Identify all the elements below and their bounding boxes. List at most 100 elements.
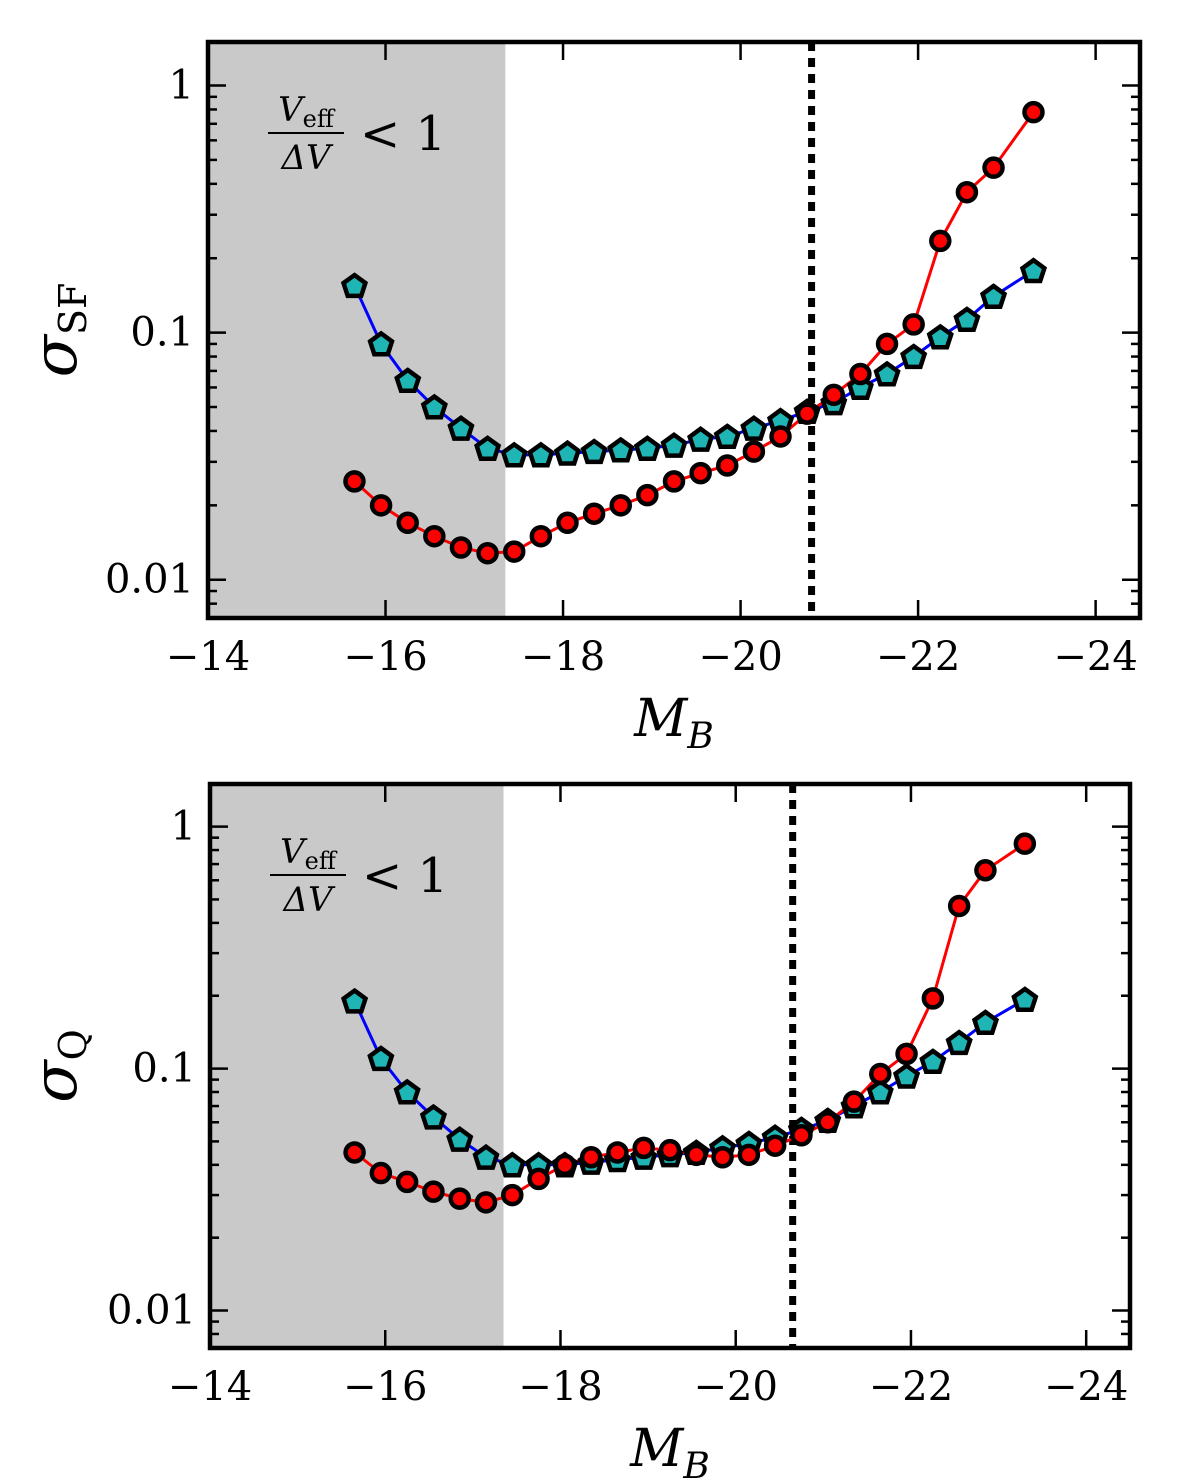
pentagon-point — [873, 360, 901, 387]
circle-point — [763, 1134, 787, 1157]
circle-point — [737, 1143, 761, 1167]
circle-point — [1013, 832, 1037, 855]
pentagon-point — [892, 1062, 921, 1089]
annotation-relation: < 1 — [362, 848, 448, 904]
x-axis: −14 −16 −18 −20 −22 −24 — [168, 784, 1128, 1410]
pentagon-point — [498, 1151, 526, 1178]
pentagon-point — [971, 1009, 1000, 1036]
pentagon-point — [919, 1048, 947, 1075]
pentagon-point — [607, 436, 635, 463]
circle-point — [947, 894, 971, 918]
circle-point — [609, 494, 632, 517]
circle-point — [579, 1145, 603, 1169]
circle-point — [769, 425, 792, 448]
pentagon-point — [553, 439, 582, 466]
pentagon-point — [1011, 986, 1039, 1013]
circle-point — [553, 1153, 577, 1177]
y-tick-label: 0.01 — [105, 557, 194, 603]
x-tick-label: −24 — [1044, 1364, 1128, 1410]
annotation-numerator: Veff — [278, 90, 336, 133]
circle-point — [395, 1170, 419, 1194]
pentagon-point — [687, 426, 715, 452]
circle-point — [685, 1143, 708, 1167]
x-axis: −14 −16 −18 −20 −22 −24 — [166, 42, 1138, 680]
pentagon-point — [866, 1078, 894, 1105]
circle-point — [632, 1136, 655, 1160]
circle-point — [423, 524, 446, 548]
shaded-annotation: Veff ΔV < 1 — [268, 90, 446, 178]
x-axis-label: MB — [633, 689, 714, 757]
y-axis-label-symbol: σ — [18, 1059, 91, 1103]
circle-point — [422, 1180, 445, 1203]
pentagon-point — [945, 1029, 973, 1056]
x-tick-label: −16 — [343, 634, 427, 680]
pentagon-point — [393, 1078, 421, 1105]
circle-point — [822, 383, 846, 407]
y-axis-label-subscript: Q — [51, 1029, 95, 1060]
x-axis-label-subscript: B — [682, 1446, 709, 1482]
x-axis-label-symbol: M — [633, 689, 689, 749]
pentagon-point — [446, 1126, 474, 1152]
pentagon-point — [420, 393, 448, 420]
circle-point — [448, 1187, 471, 1210]
plot-frame — [207, 781, 1133, 1351]
x-axis-label: MB — [629, 1419, 710, 1482]
circle-point — [369, 494, 393, 517]
y-axis-label-symbol: σ — [18, 333, 91, 377]
annotation-denominator: ΔV — [279, 138, 334, 178]
y-tick-label: 0.1 — [130, 310, 194, 356]
x-tick-label: −20 — [698, 634, 782, 680]
circle-point — [982, 156, 1005, 179]
pentagon-point — [394, 367, 422, 394]
circle-point — [742, 440, 766, 463]
shaded-region — [208, 42, 506, 618]
y-axis-label-subscript: SF — [51, 283, 95, 335]
circle-point — [929, 229, 952, 253]
y-axis: 0.01 0.1 1 — [107, 804, 1130, 1350]
circle-point — [711, 1145, 734, 1169]
circle-point — [527, 1167, 550, 1191]
circle-point — [449, 536, 473, 559]
pentagon-point — [527, 441, 555, 468]
pentagon-point — [900, 343, 928, 370]
pentagon-point — [472, 1143, 500, 1170]
y-axis-label: σQ — [18, 1029, 95, 1102]
x-tick-label: −18 — [518, 1364, 602, 1410]
pentagon-point — [447, 415, 475, 441]
circle-point — [875, 332, 899, 356]
pentagon-point — [713, 423, 741, 450]
x-axis-label-subscript: B — [686, 716, 713, 757]
y-tick-label: 1 — [171, 804, 196, 850]
circle-point — [474, 1191, 498, 1214]
y-tick-label: 0.01 — [107, 1288, 196, 1334]
pentagon-point — [474, 435, 502, 461]
circle-point — [556, 511, 579, 535]
circle-point — [662, 470, 686, 493]
x-tick-label: −14 — [168, 1364, 252, 1410]
pentagon-point — [367, 330, 395, 357]
circle-point — [343, 470, 366, 493]
circle-point — [790, 1124, 813, 1147]
pentagon-point — [340, 987, 369, 1014]
circle-point — [369, 1161, 393, 1185]
circle-point — [396, 511, 419, 535]
circle-point — [974, 859, 997, 882]
circle-point — [795, 402, 819, 425]
circle-point — [842, 1090, 866, 1113]
circle-point — [955, 180, 979, 204]
series-markers-pentagon — [340, 257, 1048, 468]
plot-frame — [205, 39, 1143, 621]
circle-point — [476, 541, 499, 565]
pentagon-point — [367, 1045, 395, 1072]
pentagon-point — [979, 283, 1008, 310]
annotation-denominator: ΔV — [281, 880, 336, 920]
y-tick-label: 0.1 — [132, 1046, 196, 1092]
x-tick-label: −20 — [694, 1364, 778, 1410]
circle-point — [716, 454, 739, 477]
pentagon-point — [580, 438, 608, 465]
pentagon-point — [419, 1103, 448, 1130]
annotation-numerator: Veff — [280, 832, 338, 875]
x-axis-label-symbol: M — [629, 1419, 685, 1479]
